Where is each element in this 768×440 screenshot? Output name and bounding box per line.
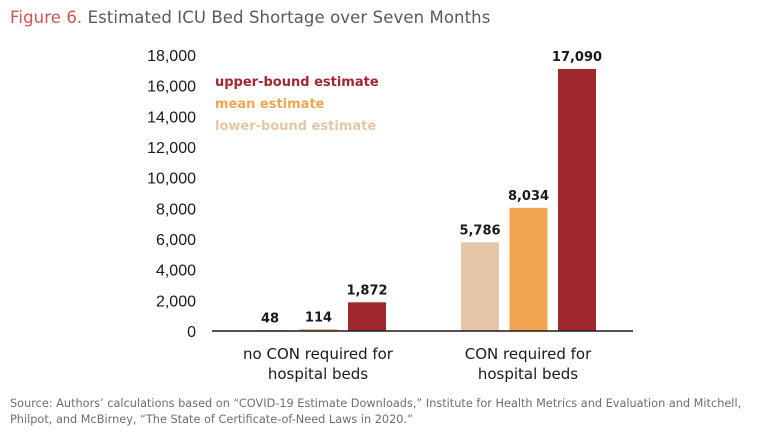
legend-item: mean estimate — [215, 97, 325, 112]
data-labels: 48 5,786 114 8,034 1,872 17,090 — [261, 50, 602, 326]
bar-lower-bound-estimate — [461, 242, 499, 331]
bar-mean-estimate — [299, 329, 338, 331]
bars — [251, 68, 596, 331]
y-tick-label: 18,000 — [147, 48, 196, 65]
y-tick-label: 12,000 — [147, 140, 196, 157]
legend: upper-bound estimate mean estimate lower-b… — [215, 75, 379, 134]
bar-mean-estimate — [509, 207, 548, 331]
y-tick-label: 6,000 — [156, 232, 196, 249]
data-label: 1,872 — [346, 283, 387, 298]
bar-upper-bound-estimate — [558, 68, 596, 331]
figure-number: Figure 6. — [10, 8, 83, 27]
bar-upper-bound-estimate — [348, 302, 386, 331]
data-label: 17,090 — [552, 50, 602, 65]
data-label: 5,786 — [459, 223, 500, 238]
y-tick-label: 4,000 — [156, 263, 196, 280]
figure-title-text: Estimated ICU Bed Shortage over Seven Mo… — [87, 8, 491, 27]
bar-chart: 0 2,000 4,000 6,000 8,000 10,000 12,000 14,000 1… — [147, 48, 633, 383]
y-tick-label: 10,000 — [147, 171, 196, 188]
figure-title: Figure 6. Estimated ICU Bed Shortage ove… — [10, 8, 490, 27]
data-label: 48 — [261, 311, 279, 326]
y-axis: 0 2,000 4,000 6,000 8,000 10,000 12,000 14,000 1… — [147, 48, 196, 341]
y-tick-label: 8,000 — [156, 201, 196, 218]
y-tick-label: 14,000 — [147, 109, 196, 126]
source-note: Source: Authors’ calculations based on “… — [10, 397, 742, 426]
y-tick-label: 16,000 — [147, 79, 196, 96]
legend-item: upper-bound estimate — [215, 75, 379, 90]
data-label: 8,034 — [508, 189, 549, 204]
y-tick-label: 0 — [187, 324, 196, 341]
data-label: 114 — [305, 310, 332, 325]
x-category-label: hospital beds — [268, 365, 368, 383]
x-axis-categories: no CON required for hospital beds CON requ… — [243, 345, 592, 383]
y-tick-label: 2,000 — [156, 293, 196, 310]
x-category-label: no CON required for — [243, 345, 394, 363]
x-category-label: CON required for — [465, 345, 592, 363]
legend-item: lower-bound estimate — [215, 119, 376, 134]
x-category-label: hospital beds — [478, 365, 578, 383]
